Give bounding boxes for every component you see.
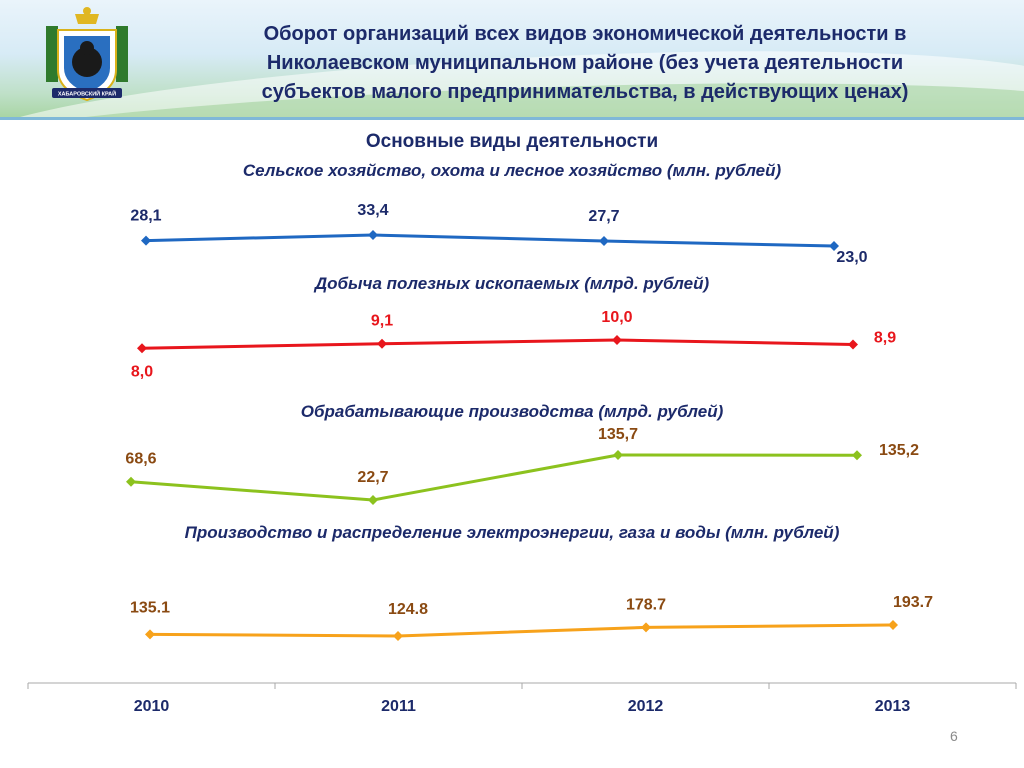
data-label: 178.7: [626, 596, 666, 613]
data-label: 23,0: [836, 249, 867, 266]
data-point: [599, 236, 609, 247]
data-label: 135.1: [130, 599, 170, 616]
data-label: 68,6: [125, 451, 156, 468]
page-number: 6: [950, 728, 958, 744]
emblem-ribbon-text: ХАБАРОВСКИЙ КРАЙ: [58, 90, 116, 98]
title-line: субъектов малого предпринимательства, в …: [261, 81, 909, 103]
data-point: [141, 235, 151, 246]
chart-subtitle: Основные виды деятельности: [365, 131, 659, 152]
data-label: 33,4: [357, 202, 388, 219]
series-title-manufacturing: Обрабатывающие производства (млрд. рубле…: [300, 402, 724, 421]
title-line: Николаевском муниципальном районе (без у…: [266, 52, 904, 74]
page-title: Оборот организаций всех видов экономичес…: [160, 20, 1010, 107]
series-title-agriculture: Сельское хозяйство, охота и лесное хозяй…: [242, 161, 782, 180]
data-point: [829, 241, 839, 251]
coat-of-arms-icon: ХАБАРОВСКИЙ КРАЙ: [46, 7, 128, 102]
data-label: 135,7: [598, 426, 638, 443]
series-title-mining: Добыча полезных ископаемых (млрд. рублей…: [314, 274, 710, 293]
data-point: [613, 450, 623, 460]
data-label: 135,2: [879, 442, 919, 459]
data-label: 8,9: [874, 330, 896, 347]
data-point: [368, 230, 378, 240]
data-point: [852, 450, 862, 461]
data-point: [377, 338, 387, 349]
header-banner: [0, 0, 1024, 120]
x-tick-label: 2010: [134, 698, 170, 715]
series-title-utilities: Производство и распределение электроэнер…: [184, 523, 840, 542]
data-point: [145, 629, 155, 640]
data-point: [848, 339, 858, 350]
data-point: [888, 620, 898, 630]
data-label: 10,0: [601, 309, 632, 326]
data-point: [612, 335, 622, 345]
x-tick-label: 2012: [628, 698, 664, 715]
data-point: [641, 622, 651, 633]
data-label: 124.8: [388, 601, 428, 618]
data-label: 22,7: [357, 469, 388, 486]
banner-stripe: [0, 117, 1024, 120]
data-label: 193.7: [893, 594, 933, 611]
data-point: [393, 631, 403, 641]
x-tick-label: 2011: [381, 698, 416, 715]
title-line: Оборот организаций всех видов экономичес…: [263, 23, 907, 45]
x-tick-label: 2013: [875, 698, 911, 715]
series-line: [141, 338, 854, 350]
series-line: [149, 623, 894, 638]
series-line: [145, 233, 835, 248]
data-point: [368, 495, 378, 505]
data-point: [126, 476, 136, 487]
series-line: [130, 453, 858, 502]
data-point: [137, 343, 147, 354]
data-label: 27,7: [588, 208, 619, 225]
data-label: 9,1: [371, 313, 393, 330]
data-label: 8,0: [131, 363, 153, 380]
data-label: 28,1: [130, 208, 161, 225]
